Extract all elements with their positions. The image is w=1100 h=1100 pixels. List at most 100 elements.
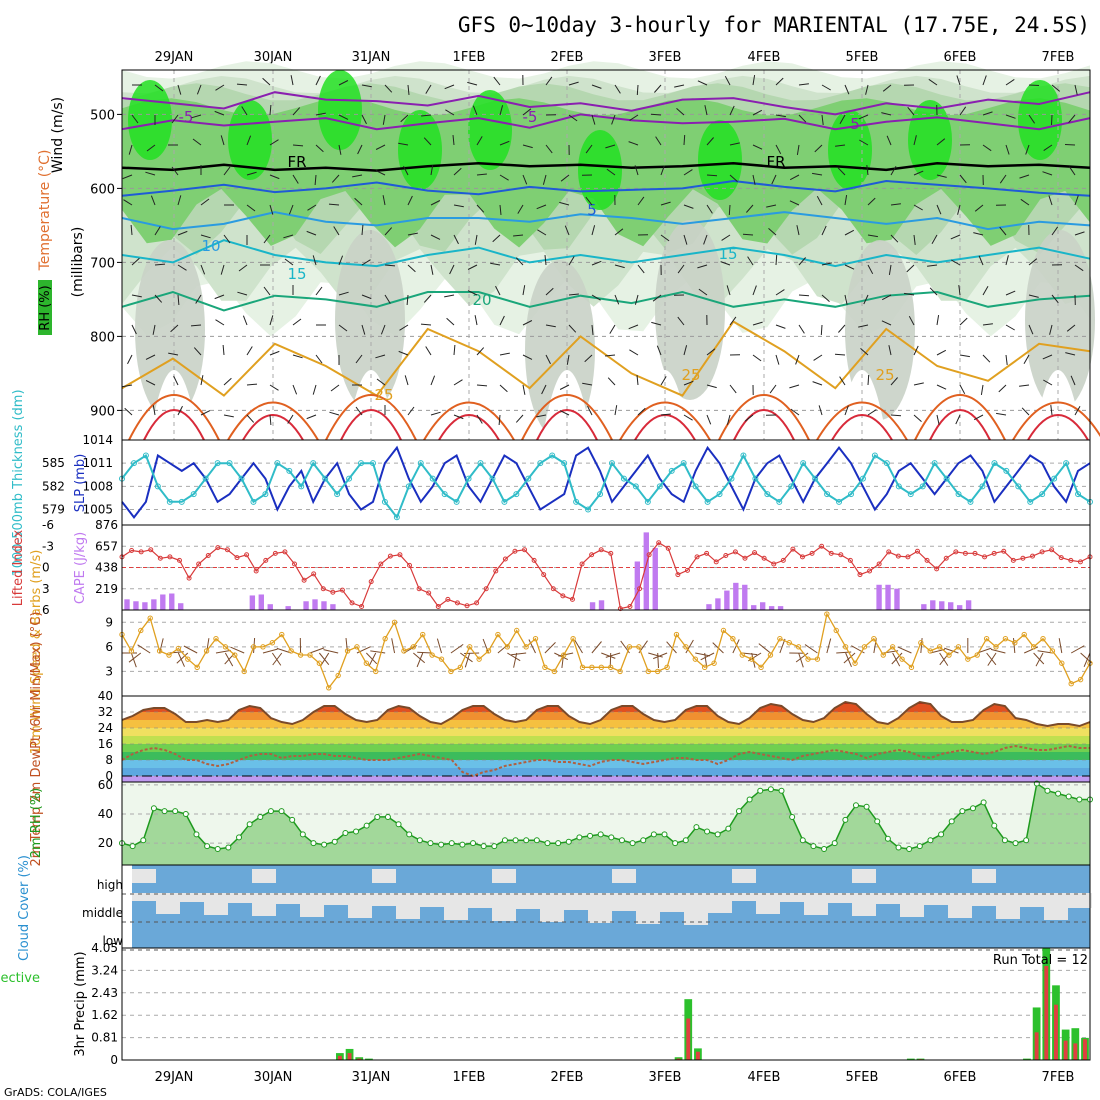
li-marker	[819, 543, 825, 549]
thickness-marker	[692, 483, 699, 490]
precip-convective-bar	[1063, 1040, 1068, 1060]
wind-barb	[650, 113, 662, 116]
rh-marker	[884, 835, 891, 842]
rh-marker	[661, 831, 668, 838]
wind-barb	[522, 384, 526, 395]
date-label-bottom: 1FEB	[453, 1070, 486, 1085]
wind-barb	[982, 323, 993, 326]
wind-barb	[177, 294, 180, 306]
rh-marker	[831, 840, 838, 847]
wind-barb	[614, 264, 625, 269]
wind-marker	[532, 635, 539, 642]
wind-barb	[375, 144, 386, 150]
wind-marker	[645, 668, 651, 675]
wind-barb	[241, 106, 248, 116]
wind-marker	[232, 652, 238, 658]
thickness-marker	[1075, 491, 1082, 498]
ua-ytick-label: 500	[90, 108, 115, 123]
wind-barb	[246, 346, 253, 356]
wind-barb	[614, 294, 620, 305]
wind-barb	[407, 406, 415, 416]
li-marker	[617, 606, 623, 612]
wind-barb	[559, 384, 570, 390]
wind-barb	[951, 259, 961, 266]
surface-wind-barb	[544, 642, 556, 654]
wind-barb	[352, 174, 363, 178]
wind-barb	[545, 76, 553, 86]
wind-barb	[637, 196, 645, 206]
surface-wind-barb	[758, 643, 771, 654]
li-marker	[272, 550, 278, 556]
wind-barb	[246, 171, 257, 176]
rh-marker	[395, 821, 402, 828]
wind-barb	[931, 234, 938, 244]
wind-barb	[634, 165, 639, 176]
li-marker	[311, 571, 317, 577]
li-marker	[656, 540, 662, 546]
surface-wind-barb	[215, 649, 231, 654]
surface-wind-barb	[986, 652, 997, 666]
wind-barb	[333, 226, 340, 236]
wind-barb	[798, 257, 806, 266]
thickness-marker	[847, 491, 854, 498]
wind-barb	[262, 77, 271, 86]
wind-barb	[499, 384, 508, 393]
wind-barb	[769, 384, 777, 394]
thickness-marker	[644, 498, 651, 505]
wind-marker	[495, 631, 501, 638]
rh-marker	[746, 796, 753, 803]
wind-marker	[438, 656, 445, 662]
wind-barb	[146, 144, 156, 152]
wind-marker	[326, 685, 332, 691]
rh-marker	[608, 834, 615, 841]
rh-marker	[640, 837, 647, 844]
precip-ytick-label: 3.24	[91, 963, 118, 977]
temp-ytick-label: 24	[98, 721, 113, 735]
wind-barb	[795, 354, 800, 365]
wind-barb	[196, 84, 202, 95]
rh-marker	[384, 813, 391, 820]
wind-marker	[269, 640, 276, 646]
date-label-bottom: 5FEB	[846, 1070, 879, 1085]
wind-marker	[927, 648, 933, 654]
wind-barb	[568, 114, 578, 122]
wind-barb	[430, 200, 441, 206]
wind-marker	[983, 635, 990, 642]
wind-marker	[739, 652, 745, 658]
thickness-marker	[525, 475, 532, 482]
wind-barb	[375, 354, 386, 359]
surface-wind-barb	[323, 649, 339, 654]
cloud-gap-middle	[276, 893, 300, 904]
wind-barb	[284, 258, 294, 266]
wind-barb	[445, 109, 455, 116]
wind-barb	[982, 75, 987, 86]
thickness-marker	[334, 491, 341, 498]
li-marker	[1029, 553, 1035, 559]
wind-marker	[889, 644, 896, 650]
isotherm-15	[121, 239, 1091, 268]
surface-wind-barb	[666, 641, 677, 654]
wind-barb	[568, 324, 577, 333]
isotherm-30-arch	[718, 394, 810, 441]
rh-marker	[906, 845, 913, 852]
wind-barb	[407, 264, 416, 273]
contour-label: -5	[523, 108, 538, 126]
wind-barb	[330, 384, 340, 392]
wind-barb	[683, 234, 688, 245]
rh-marker	[406, 831, 413, 838]
wind-barb	[315, 354, 323, 364]
rh-low-patch	[335, 230, 405, 410]
thickness-marker	[979, 483, 986, 490]
rh-marker	[193, 831, 200, 838]
wind-barb	[382, 195, 386, 206]
surface-wind-barb	[795, 652, 809, 663]
rh-low-patch	[135, 240, 205, 420]
wind-barb	[283, 234, 294, 239]
wind-barb	[376, 378, 386, 386]
precip-convective-bar	[337, 1055, 342, 1060]
wind-barb	[728, 204, 731, 216]
li-marker	[368, 579, 374, 585]
thickness-marker	[405, 483, 412, 490]
wind-marker	[504, 644, 511, 650]
cloud-gap-middle	[300, 893, 324, 917]
